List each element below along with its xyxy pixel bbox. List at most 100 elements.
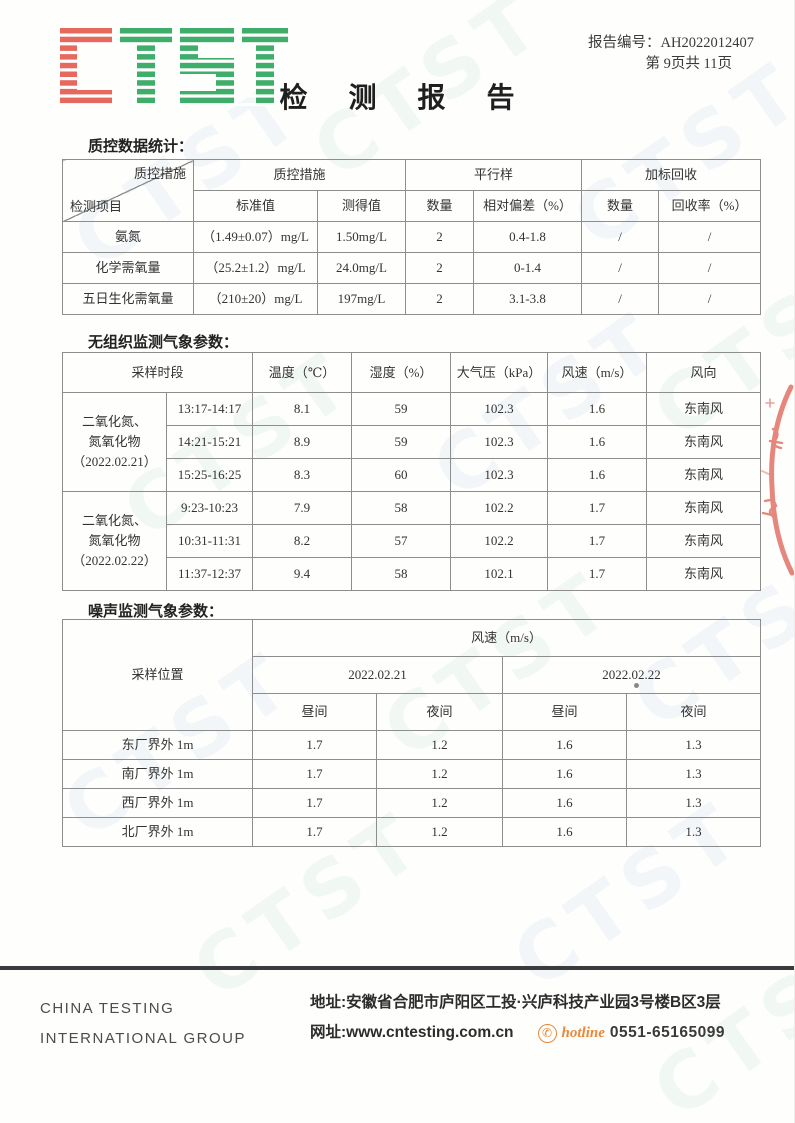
noise-date-header: 2022.02.22 [501,656,762,694]
group-line: （2022.02.21） [72,454,157,470]
group-line: 氮氧化物 [88,433,141,449]
weather-cell: 14:21-15:21 [165,425,254,459]
weather-cell: 10:31-11:31 [165,524,254,558]
weather-cell: 57 [351,524,452,558]
qc-sub-header: 标准值 [193,190,318,222]
qc-cell: （25.2±1.2）mg/L [193,252,318,284]
weather-cell: 8.9 [252,425,353,459]
noise-cell: 1.6 [502,817,627,847]
company-name: CHINA TESTING INTERNATIONAL GROUP [40,994,246,1054]
noise-cell: 1.7 [252,759,377,789]
weather-cell: 8.2 [252,524,353,558]
weather-cell: 9.4 [252,557,353,591]
weather-cell: 59 [351,425,452,459]
company-line: INTERNATIONAL GROUP [40,1030,247,1047]
noise-daynight-header: 昼间 [252,693,377,731]
group-line: 二氧化氮、 [81,512,147,528]
noise-cell: 1.6 [502,759,627,789]
table-row: 东厂界外 1m 1.7 1.2 1.6 1.3 [62,730,762,760]
table-row: 五日生化需氧量 （210±20）mg/L 197mg/L 2 3.1-3.8 /… [62,283,762,315]
scan-speck [634,683,639,688]
qc-cell: （1.49±0.07）mg/L [193,221,318,253]
qc-cell: / [658,221,762,253]
qc-cell: / [658,252,762,284]
address-line: 地址:安徽省合肥市庐阳区工投·兴庐科技产业园3号楼B区3层 [310,994,721,1011]
weather-header: 采样时段 [61,352,254,393]
table-row: 西厂界外 1m 1.7 1.2 1.6 1.3 [62,788,762,818]
weather-cell: 1.6 [547,392,648,426]
noise-cell: 东厂界外 1m [62,730,253,760]
qc-cell: 197mg/L [316,283,407,315]
qc-section-title: 质控数据统计： [88,139,194,155]
company-line: CHINA TESTING [40,1000,175,1017]
qc-cell: / [581,221,660,253]
weather-cell: 102.2 [450,491,549,525]
table-row: 10:31-11:31 8.2 57 102.2 1.7 东南风 [63,524,762,558]
table-row: 11:37-12:37 9.4 58 102.1 1.7 东南风 [63,557,762,591]
weather-cell: 8.1 [252,392,353,426]
weather-cell: 1.6 [547,425,648,459]
qc-sub-header: 测得值 [316,190,407,222]
weather-cell: 102.3 [450,425,549,459]
noise-location-header: 采样位置 [62,619,253,731]
table-row: 化学需氧量 （25.2±1.2）mg/L 24.0mg/L 2 0-1.4 / … [62,252,762,284]
weather-cell: 1.7 [547,557,648,591]
qc-cell: 化学需氧量 [62,252,194,284]
weather-cell: 7.9 [252,491,353,525]
noise-cell: 1.3 [625,759,762,789]
weather-header: 湿度（%） [351,352,452,393]
qc-group-header: 平行样 [405,159,583,191]
weather-header: 风向 [646,352,762,393]
weather-cell: 13:17-14:17 [165,392,254,426]
weather-cell: 102.3 [450,458,549,492]
table-row: 14:21-15:21 8.9 59 102.3 1.6 东南风 [63,425,762,459]
qc-sub-header: 回收率（%） [658,190,762,222]
qc-cell: （210±20）mg/L [193,283,318,315]
phone-icon: ✆ [537,1023,557,1043]
noise-cell: 1.3 [625,730,762,760]
qc-cell: / [581,283,660,315]
qc-table: 质控措施 检测项目 质控措施 平行样 加标回收 标准值 测得值 数量 相对偏差（… [62,159,762,315]
weather-cell: 102.1 [450,557,549,591]
qc-cell: 24.0mg/L [316,252,407,284]
weather-cell: 11:37-12:37 [165,557,254,591]
weather-cell: 15:25-16:25 [165,458,254,492]
weather-cell: 1.7 [547,524,648,558]
qc-cell: / [658,283,762,315]
noise-daynight-header: 夜间 [376,693,503,731]
noise-cell: 1.7 [252,788,377,818]
group-line: 氮氧化物 [88,532,141,548]
weather-cell: 东南风 [646,425,762,459]
noise-cell: 1.7 [252,730,377,760]
weather-cell: 58 [351,491,452,525]
table-row: 15:25-16:25 8.3 60 102.3 1.6 东南风 [63,458,762,492]
weather-cell: 8.3 [252,458,353,492]
table-row: 南厂界外 1m 1.7 1.2 1.6 1.3 [62,759,762,789]
weather-cell: 58 [351,557,452,591]
weather-header: 大气压（kPa） [450,352,549,393]
report-number: 报告编号：AH2022012407 [588,35,754,51]
weather-cell: 东南风 [646,491,762,525]
noise-cell: 1.2 [376,788,503,818]
weather-header: 温度（℃） [252,352,353,393]
weather-header: 风速（m/s） [547,352,648,393]
weather-cell: 60 [351,458,452,492]
noise-cell: 1.3 [625,817,762,847]
website-link[interactable]: 网址:www.cntesting.com.cn [310,1024,514,1041]
qc-cell: 2 [405,252,475,284]
weather-cell: 102.2 [450,524,549,558]
ctst-logo [56,28,292,111]
noise-cell: 南厂界外 1m [62,759,253,789]
weather-cell: 1.7 [547,491,648,525]
qc-sub-header: 数量 [405,190,475,222]
noise-cell: 西厂界外 1m [62,788,253,818]
noise-cell: 1.6 [502,788,627,818]
noise-cell: 1.6 [502,730,627,760]
page-indicator: 第 9页共 11页 [645,56,732,72]
weather-cell: 东南风 [646,392,762,426]
qc-diagonal-header: 质控措施 检测项目 [62,159,194,222]
qc-cell: 2 [405,283,475,315]
table-row: 氨氮 （1.49±0.07）mg/L 1.50mg/L 2 0.4-1.8 / … [62,221,762,253]
qc-cell: 2 [405,221,475,253]
weather-section-title: 无组织监测气象参数： [88,335,239,351]
